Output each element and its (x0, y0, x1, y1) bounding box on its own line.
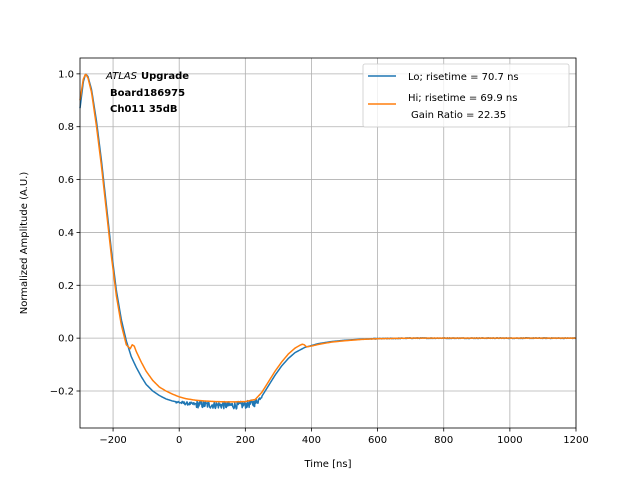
legend-label-hi: Hi; risetime = 69.9 ns (408, 93, 517, 104)
x-tick-label: 1000 (497, 435, 522, 446)
series-group (79, 73, 577, 410)
x-tick-label: 600 (368, 435, 387, 446)
y-tick-label: −0.2 (50, 387, 74, 398)
x-axis-label: Time [ns] (303, 459, 351, 470)
x-tick-label: −200 (99, 435, 126, 446)
y-tick-label: 0.6 (58, 175, 74, 186)
annotation-channel: Ch011 35dB (110, 104, 178, 115)
y-tick-label: 1.0 (58, 69, 74, 80)
y-tick-label: 0.4 (58, 228, 74, 239)
x-tick-label: 800 (434, 435, 453, 446)
annotation-upgrade: Upgrade (141, 71, 189, 82)
annotation-board: Board186975 (110, 88, 185, 99)
y-axis-label: Normalized Amplitude (A.U.) (19, 172, 30, 315)
x-tick-label: 200 (236, 435, 255, 446)
annotation: ATLAS Upgrade Board186975 Ch011 35dB (105, 71, 189, 115)
annotation-line1: ATLAS Upgrade (105, 71, 189, 82)
y-tick-label: 0.0 (58, 334, 74, 345)
y-tick-label: 0.8 (58, 122, 74, 133)
x-tick-label: 400 (302, 435, 321, 446)
y-tick-label: 0.2 (58, 281, 74, 292)
x-tick-label: 0 (176, 435, 182, 446)
legend: Lo; risetime = 70.7 ns Hi; risetime = 69… (362, 63, 570, 128)
series-line-hi (79, 73, 577, 403)
plot-frame (79, 57, 577, 429)
x-tick-label: 1200 (563, 435, 588, 446)
annotation-atlas: ATLAS (105, 71, 138, 82)
legend-label-lo: Lo; risetime = 70.7 ns (408, 72, 519, 83)
legend-box (362, 63, 570, 128)
ticks-group: −200 0 200 400 600 800 1000 1200 −0.2 0.0 0.2 0.4 0.… (50, 69, 589, 446)
legend-label-gain-ratio: Gain Ratio = 22.35 (411, 110, 506, 121)
